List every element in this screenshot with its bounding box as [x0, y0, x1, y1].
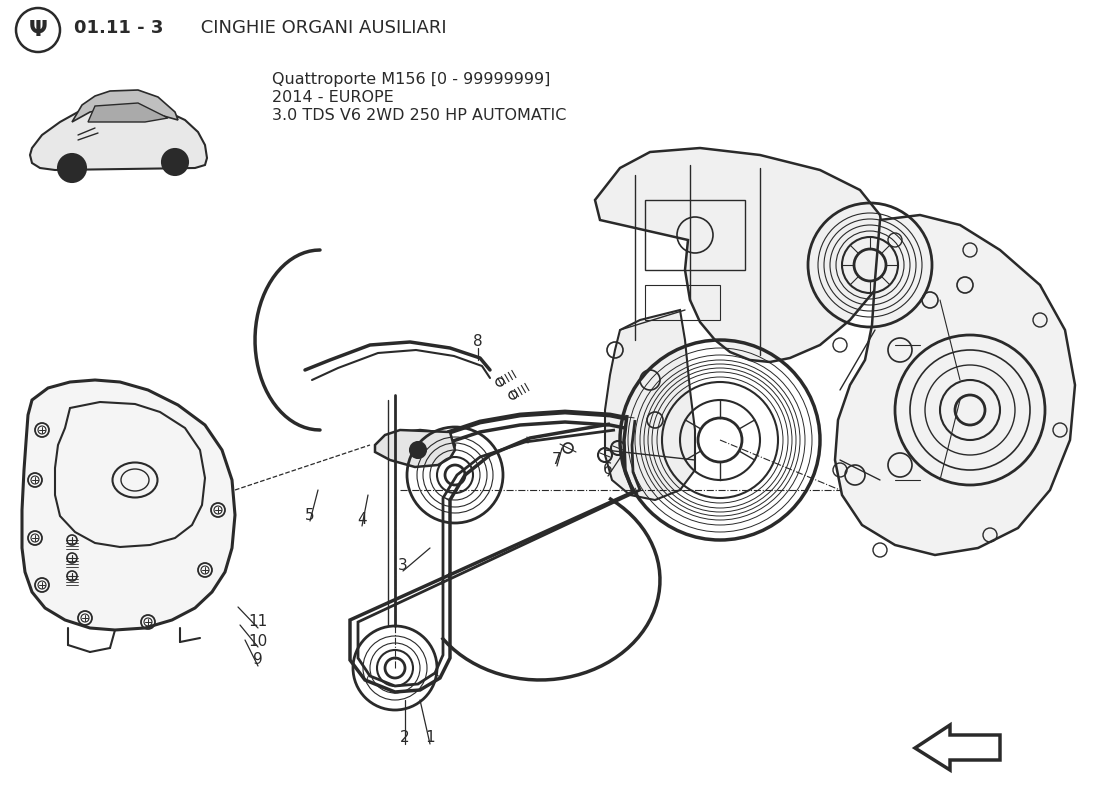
Polygon shape: [72, 90, 178, 122]
Text: 01.11 - 3: 01.11 - 3: [74, 19, 164, 37]
Text: 11: 11: [249, 614, 267, 630]
Text: 2: 2: [400, 730, 410, 746]
Polygon shape: [88, 103, 168, 122]
Polygon shape: [30, 103, 207, 170]
Text: 7: 7: [552, 453, 562, 467]
Text: 1: 1: [426, 730, 434, 746]
Polygon shape: [835, 215, 1075, 555]
Text: 3.0 TDS V6 2WD 250 HP AUTOMATIC: 3.0 TDS V6 2WD 250 HP AUTOMATIC: [272, 108, 566, 123]
Text: 9: 9: [253, 653, 263, 667]
Polygon shape: [22, 380, 235, 630]
Text: 10: 10: [249, 634, 267, 649]
Polygon shape: [915, 725, 1000, 770]
Circle shape: [168, 155, 182, 169]
Circle shape: [162, 149, 188, 175]
Circle shape: [58, 154, 86, 182]
Text: CINGHIE ORGANI AUSILIARI: CINGHIE ORGANI AUSILIARI: [195, 19, 447, 37]
Text: 3: 3: [398, 558, 408, 573]
Text: 8: 8: [473, 334, 483, 350]
Polygon shape: [595, 148, 886, 362]
Text: Quattroporte M156 [0 - 99999999]: Quattroporte M156 [0 - 99999999]: [272, 72, 550, 87]
Polygon shape: [605, 310, 695, 500]
Text: Ψ: Ψ: [29, 20, 47, 40]
Polygon shape: [390, 430, 455, 462]
Text: 5: 5: [305, 507, 315, 522]
Text: 4: 4: [358, 513, 366, 527]
Polygon shape: [375, 430, 455, 467]
Text: 2014 - EUROPE: 2014 - EUROPE: [272, 90, 394, 105]
Text: 6: 6: [603, 462, 613, 478]
Circle shape: [410, 442, 426, 458]
Circle shape: [65, 161, 79, 175]
